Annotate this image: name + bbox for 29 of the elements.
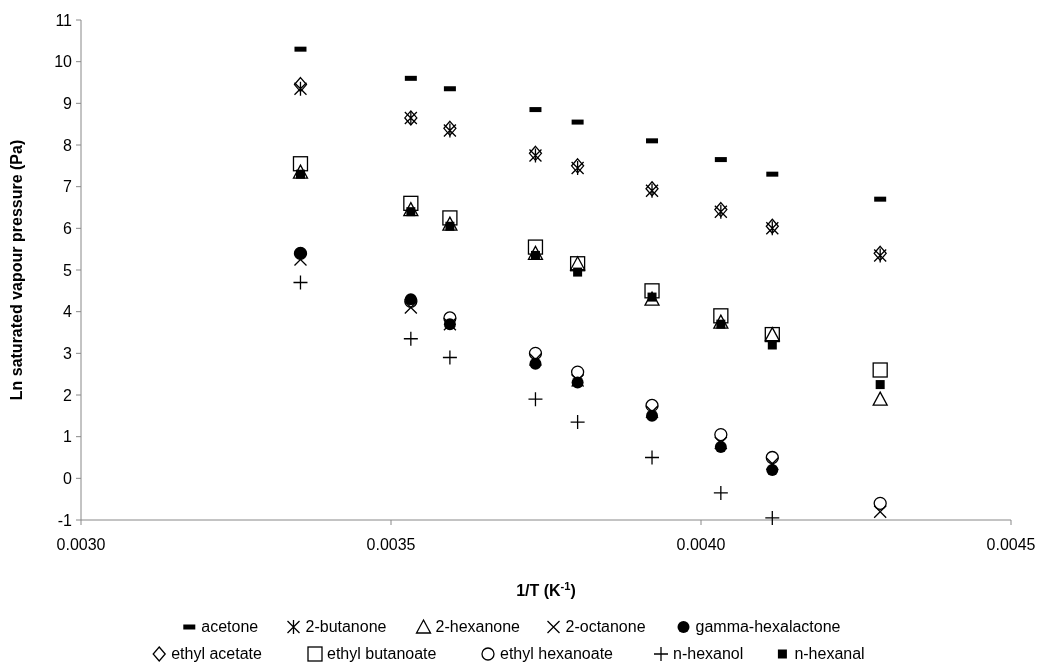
y-tick-label: 4 xyxy=(63,303,73,321)
y-tick-label: 8 xyxy=(63,136,73,154)
x-tick-label: 0.0045 xyxy=(986,536,1036,553)
legend-label: ethyl butanoate xyxy=(327,645,437,662)
y-tick-label: 1 xyxy=(63,428,73,446)
legend-label: acetone xyxy=(201,618,259,635)
x-tick-label: 0.0040 xyxy=(676,536,726,553)
legend-label: 2-hexanone xyxy=(435,618,521,635)
y-tick-label: -1 xyxy=(57,511,73,529)
y-tick-label: 7 xyxy=(63,178,73,196)
legend-label: 2-butanone xyxy=(305,618,387,635)
y-tick-label: 0 xyxy=(63,469,73,487)
x-tick-label: 0.0030 xyxy=(56,536,106,553)
x-axis-title: 1/T (K$^{-1}$) xyxy=(516,580,576,599)
y-axis-title: Ln saturated vapour pressure (Pa) xyxy=(8,139,25,401)
legend-label: n-hexanol xyxy=(673,645,744,662)
legend-label: 2-octanone xyxy=(565,618,646,635)
y-tick-label: 5 xyxy=(63,261,73,279)
y-tick-label: 2 xyxy=(63,386,73,404)
legend-label: ethyl hexanoate xyxy=(500,645,614,662)
y-tick-label: 10 xyxy=(54,53,73,71)
y-tick-label: 9 xyxy=(63,94,73,112)
y-tick-label: 3 xyxy=(63,344,73,362)
legend-label: ethyl acetate xyxy=(171,645,263,662)
legend-label: n-hexanal xyxy=(794,645,865,662)
y-tick-label: 6 xyxy=(63,219,73,237)
x-tick-label: 0.0035 xyxy=(366,536,416,553)
legend-label: gamma-hexalactone xyxy=(695,618,841,635)
y-tick-label: 11 xyxy=(55,11,73,29)
